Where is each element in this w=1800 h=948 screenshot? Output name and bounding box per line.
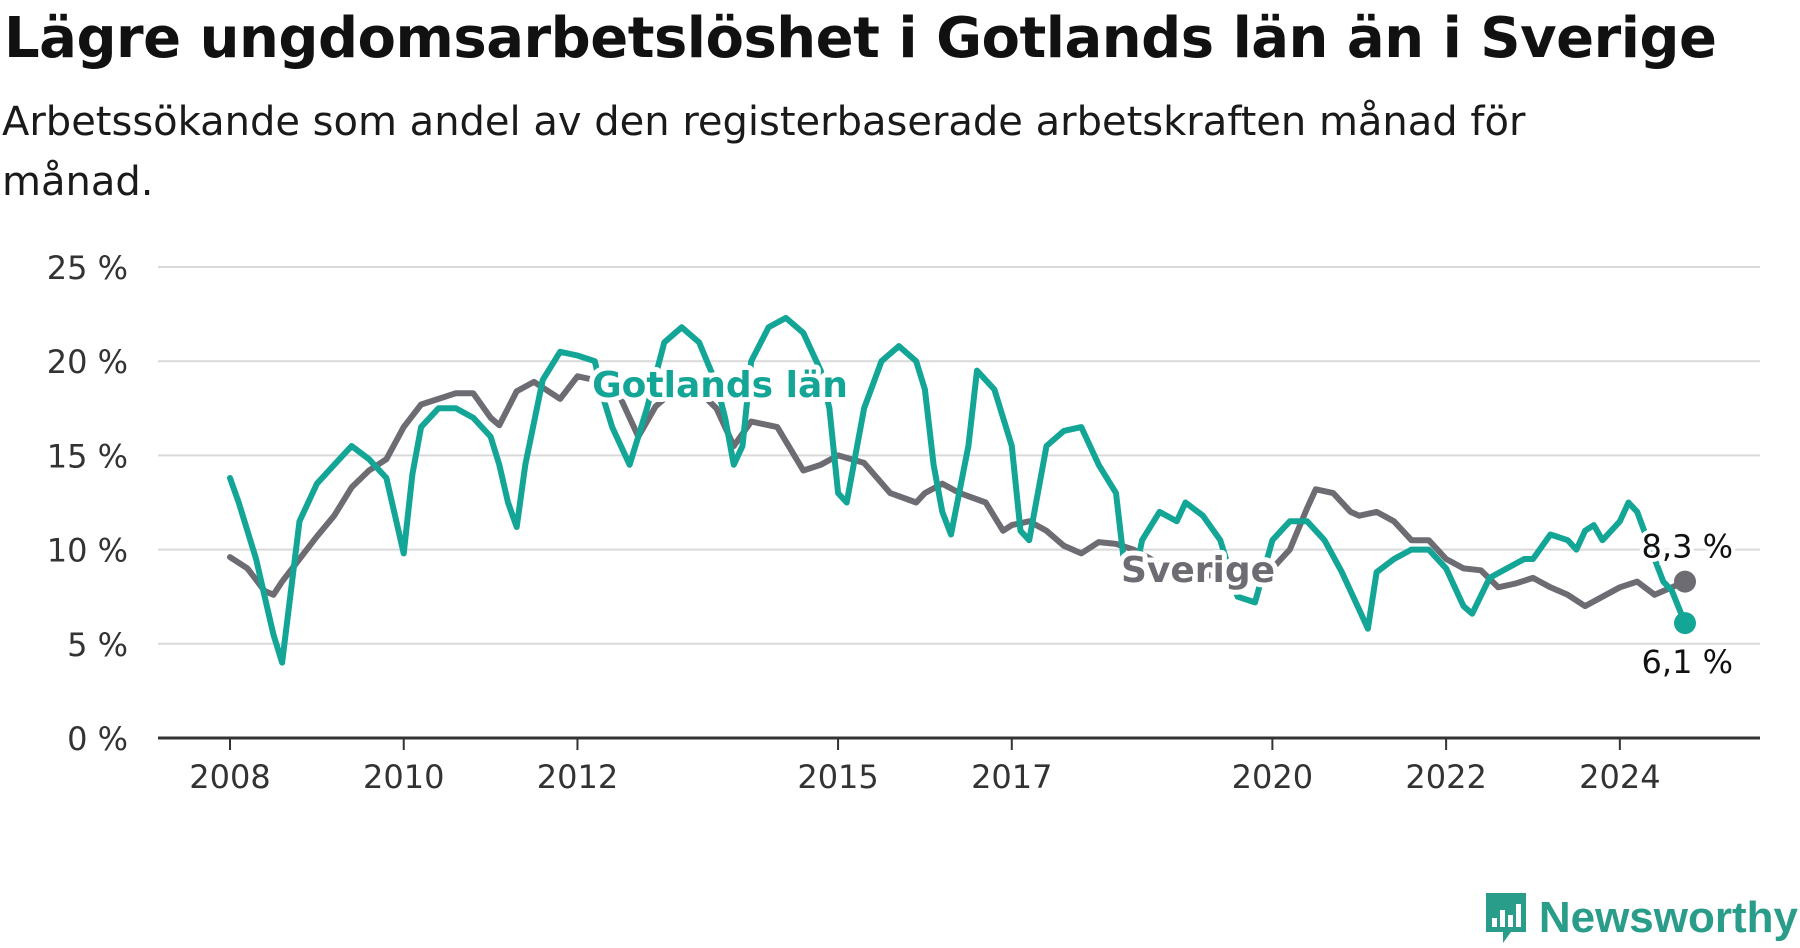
x-tick-label: 2012 bbox=[537, 758, 618, 796]
x-tick-label: 2010 bbox=[363, 758, 444, 796]
x-tick-label: 2015 bbox=[797, 758, 878, 796]
series-end-marker bbox=[1674, 612, 1696, 635]
x-tick-label: 2017 bbox=[971, 758, 1052, 796]
newsworthy-brand: Newsworthy bbox=[1483, 890, 1798, 946]
series-end-label: 8,3 % bbox=[1642, 528, 1733, 566]
series-line bbox=[227, 314, 1688, 666]
chart-title: Lägre ungdomsarbetslöshet i Gotlands län… bbox=[4, 6, 1717, 71]
series-lines bbox=[227, 314, 1696, 666]
x-axis-tick-labels: 2008 2010 2012 2015 2017 2020 2022 2024 bbox=[189, 738, 1661, 796]
x-tick-label: 2008 bbox=[189, 758, 270, 796]
y-tick-label: 20 % bbox=[47, 343, 128, 381]
x-tick-label: 2024 bbox=[1579, 758, 1660, 796]
series-labels: 8,3 % 6,1 % Gotlands län Sverige bbox=[587, 360, 1737, 685]
brand-name: Newsworthy bbox=[1538, 893, 1798, 942]
x-tick-label: 2022 bbox=[1405, 758, 1486, 796]
chart-subtitle: Arbetssökande som andel av den registerb… bbox=[2, 99, 1526, 205]
series-line bbox=[227, 373, 1688, 610]
series-end-label: 6,1 % bbox=[1642, 643, 1733, 681]
y-axis-tick-labels: 0 % 5 % 10 % 15 % 20 % 25 % bbox=[47, 249, 128, 758]
newsworthy-logo-icon bbox=[1485, 893, 1526, 943]
series-end-marker bbox=[1674, 570, 1696, 593]
y-tick-label: 5 % bbox=[67, 626, 128, 664]
series-name-annotation: Gotlands län bbox=[592, 365, 848, 406]
gridlines bbox=[158, 266, 1760, 645]
y-tick-label: 25 % bbox=[47, 249, 128, 287]
x-tick-label: 2020 bbox=[1232, 758, 1313, 796]
y-tick-label: 10 % bbox=[47, 532, 128, 570]
y-tick-label: 0 % bbox=[67, 720, 128, 758]
series-name-annotation: Sverige bbox=[1121, 550, 1275, 591]
y-tick-label: 15 % bbox=[47, 437, 128, 475]
